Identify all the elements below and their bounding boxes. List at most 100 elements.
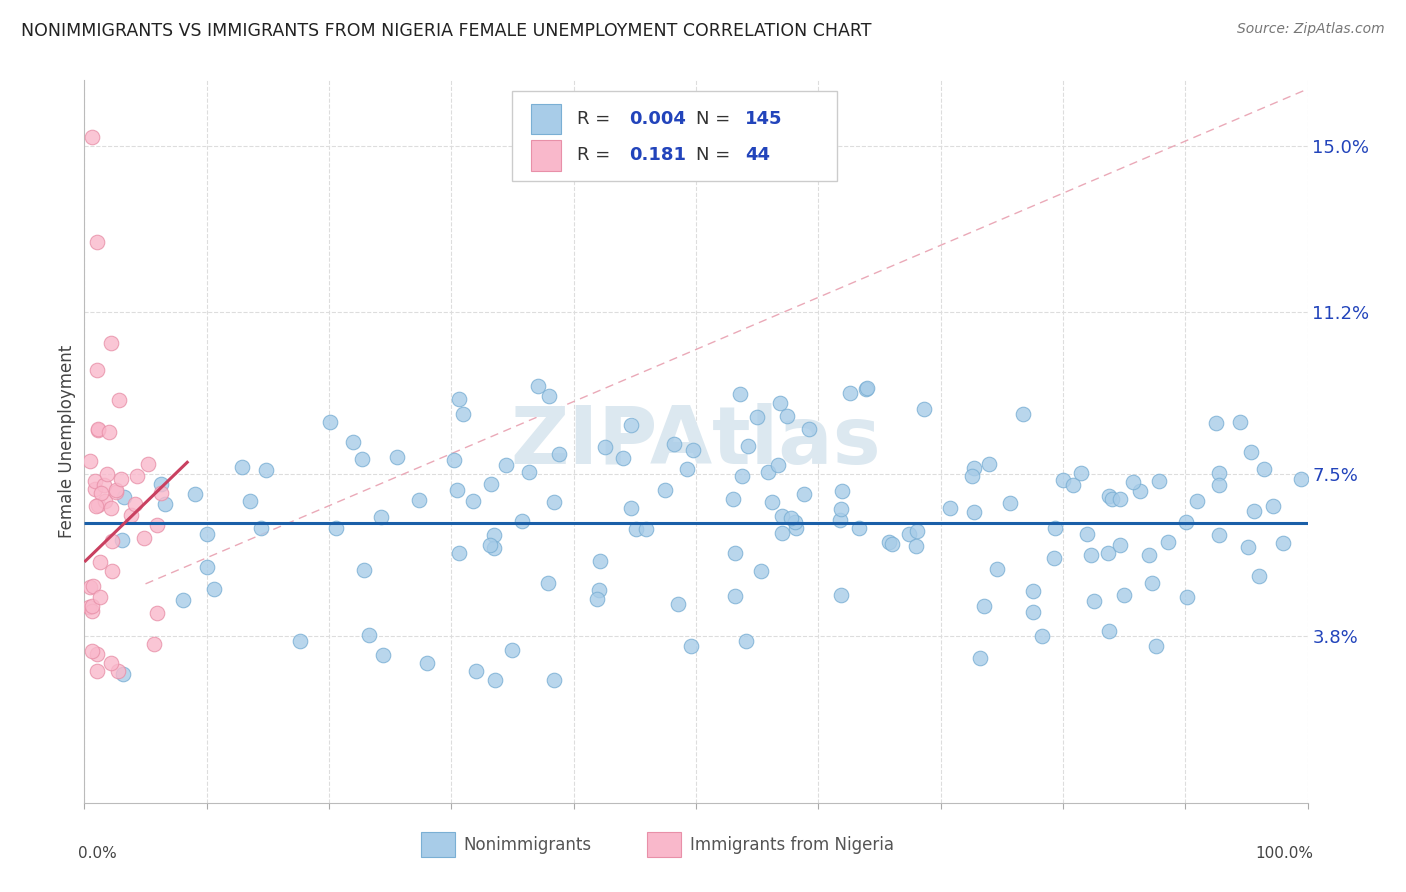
Point	[1043, 520, 1066, 534]
Point	[979, 457, 1001, 471]
Point	[143, 636, 166, 650]
Point	[855, 382, 877, 396]
Text: R =: R =	[578, 110, 616, 128]
Bar	[647, 831, 682, 857]
FancyBboxPatch shape	[513, 91, 837, 181]
Point	[479, 538, 502, 552]
Point	[239, 494, 262, 508]
Point	[484, 527, 506, 541]
Point	[150, 485, 173, 500]
Point	[202, 582, 225, 596]
Point	[588, 554, 610, 568]
Point	[1083, 594, 1105, 608]
Point	[731, 468, 754, 483]
Point	[385, 450, 408, 464]
Point	[370, 509, 392, 524]
Point	[756, 465, 779, 479]
Point	[830, 513, 852, 527]
Point	[120, 508, 142, 522]
Point	[1080, 549, 1102, 563]
Point	[80, 644, 103, 658]
Point	[1174, 515, 1197, 529]
Point	[1237, 540, 1260, 554]
Point	[84, 499, 107, 513]
Point	[912, 402, 935, 417]
Point	[1208, 467, 1230, 481]
Text: 44: 44	[745, 145, 770, 164]
Point	[1031, 629, 1053, 643]
Point	[107, 665, 129, 679]
Point	[350, 452, 373, 467]
Point	[783, 515, 806, 529]
Point	[94, 493, 117, 508]
Point	[461, 494, 484, 508]
Point	[1101, 491, 1123, 506]
Point	[484, 673, 506, 688]
Point	[104, 483, 127, 497]
Point	[724, 546, 747, 560]
Point	[111, 533, 134, 548]
Point	[100, 656, 122, 670]
Point	[79, 453, 101, 467]
Point	[150, 477, 173, 491]
Point	[1239, 444, 1261, 458]
Point	[769, 396, 792, 410]
Point	[749, 564, 772, 578]
Point	[132, 531, 155, 545]
Point	[664, 437, 686, 451]
Point	[93, 478, 115, 492]
Point	[1098, 624, 1121, 638]
Point	[1263, 499, 1285, 513]
Point	[84, 482, 107, 496]
Point	[537, 576, 560, 591]
Point	[146, 606, 169, 620]
Point	[839, 385, 862, 400]
Text: 0.181: 0.181	[628, 145, 686, 164]
Text: Source: ZipAtlas.com: Source: ZipAtlas.com	[1237, 22, 1385, 37]
Point	[89, 590, 111, 604]
Point	[856, 381, 879, 395]
Point	[1070, 466, 1092, 480]
Point	[1022, 605, 1045, 619]
Point	[1108, 538, 1130, 552]
Point	[880, 537, 903, 551]
Point	[1076, 526, 1098, 541]
Point	[830, 501, 852, 516]
Point	[593, 440, 616, 454]
Point	[724, 589, 747, 603]
Point	[77, 600, 100, 615]
Point	[1142, 575, 1164, 590]
Point	[776, 409, 799, 423]
Point	[449, 546, 471, 560]
Point	[1229, 415, 1251, 429]
Point	[799, 422, 821, 436]
Point	[451, 407, 474, 421]
Point	[586, 592, 609, 607]
Bar	[531, 140, 561, 170]
Point	[79, 580, 101, 594]
Point	[770, 526, 793, 541]
Point	[1114, 588, 1136, 602]
Y-axis label: Female Unemployment: Female Unemployment	[58, 345, 76, 538]
Point	[87, 423, 110, 437]
Point	[682, 443, 704, 458]
Point	[747, 410, 769, 425]
Point	[446, 483, 468, 497]
Point	[1247, 569, 1270, 583]
Point	[107, 392, 129, 407]
Point	[250, 521, 273, 535]
Point	[904, 539, 927, 553]
Point	[83, 474, 105, 488]
Point	[1253, 462, 1275, 476]
Bar	[531, 104, 561, 135]
Point	[588, 583, 610, 598]
Point	[89, 555, 111, 569]
Text: 100.0%: 100.0%	[1256, 847, 1313, 861]
Point	[319, 415, 342, 429]
Text: Immigrants from Nigeria: Immigrants from Nigeria	[690, 836, 894, 854]
Point	[1097, 545, 1119, 559]
Point	[110, 472, 132, 486]
Point	[1062, 477, 1084, 491]
Point	[612, 450, 634, 465]
Point	[290, 634, 312, 648]
